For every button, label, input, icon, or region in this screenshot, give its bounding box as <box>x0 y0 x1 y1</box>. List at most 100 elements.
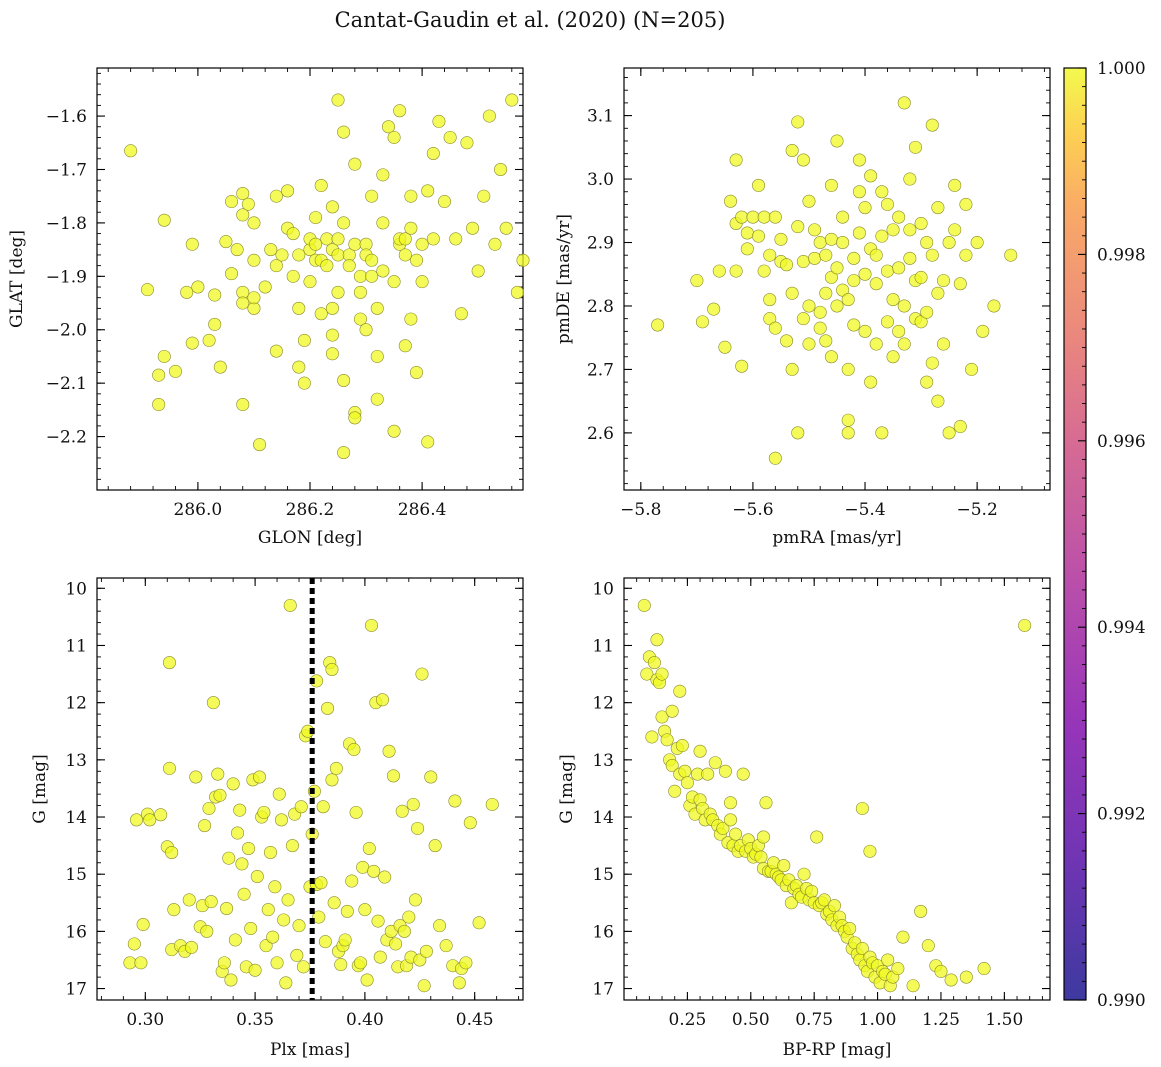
scatter-point <box>184 940 198 954</box>
scatter-point <box>880 264 894 278</box>
scatter-point <box>510 285 524 299</box>
scatter-point <box>244 922 258 936</box>
scatter-point <box>272 787 286 801</box>
scatter-point <box>236 296 250 310</box>
x-tick-label: 286.4 <box>398 500 447 520</box>
scatter-point <box>182 893 196 907</box>
y-tick-label: 3.1 <box>587 107 614 127</box>
y-tick-label: 3.0 <box>587 170 614 190</box>
scatter-point <box>325 662 339 676</box>
y-tick-label: 11 <box>65 636 87 656</box>
scatter-points <box>637 598 1032 993</box>
scatter-point <box>712 264 726 278</box>
scatter-point <box>472 916 486 930</box>
scatter-point <box>354 956 368 970</box>
y-tick-label: 17 <box>65 980 87 1000</box>
scatter-point <box>802 337 816 351</box>
y-tick-label: 16 <box>592 922 614 942</box>
scatter-point <box>824 232 838 246</box>
scatter-point <box>675 739 689 753</box>
scatter-point <box>921 939 935 953</box>
scatter-point <box>791 115 805 129</box>
scatter-point <box>387 275 401 289</box>
scatter-point <box>459 956 473 970</box>
scatter-point <box>162 761 176 775</box>
y-tick-label: 12 <box>65 694 87 714</box>
scatter-point <box>813 236 827 250</box>
scatter-point <box>886 350 900 364</box>
scatter-point <box>398 248 412 262</box>
scatter-point <box>655 710 669 724</box>
colorbar-tick-label: 1.000 <box>1097 59 1146 79</box>
panel-glon-glat: 286.0 286.2 286.4 −1.6 −1.7 −1.8 −1.9 −2.0 −2.1 −… <box>7 67 530 548</box>
scatter-point <box>505 93 519 107</box>
y-tick-label: 2.8 <box>587 297 614 317</box>
scatter-point <box>880 197 894 211</box>
scatter-point <box>325 200 339 214</box>
scatter-point <box>931 286 945 300</box>
scatter-point <box>925 248 939 262</box>
x-tick-label: 0.45 <box>456 1010 494 1030</box>
scatter-point <box>942 426 956 440</box>
scatter-point <box>836 210 850 224</box>
scatter-point <box>488 237 502 251</box>
scatter-point <box>381 120 395 134</box>
scatter-point <box>250 869 264 883</box>
scatter-point <box>285 839 299 853</box>
scatter-point <box>393 104 407 118</box>
scatter-point <box>875 229 889 243</box>
scatter-point <box>897 96 911 110</box>
scatter-point <box>841 362 855 376</box>
scatter-point <box>976 324 990 338</box>
scatter-point <box>880 315 894 329</box>
scatter-point <box>353 269 367 283</box>
scatter-point <box>292 919 306 933</box>
scatter-point <box>292 248 306 262</box>
scatter-point <box>847 318 861 332</box>
x-tick-label: 286.0 <box>174 500 223 520</box>
scatter-point <box>247 291 261 305</box>
scatter-point <box>784 896 798 910</box>
y-tick-label: 14 <box>592 808 614 828</box>
scatter-point <box>791 220 805 234</box>
scatter-point <box>143 813 157 827</box>
scatter-point <box>460 136 474 150</box>
scatter-point <box>424 770 438 784</box>
scatter-point <box>808 251 822 265</box>
scatter-point <box>213 360 227 374</box>
scatter-point <box>756 830 770 844</box>
scatter-point <box>264 243 278 257</box>
scatter-point <box>499 221 513 235</box>
scatter-point <box>925 356 939 370</box>
scatter-point <box>261 903 275 917</box>
scatter-point <box>869 337 883 351</box>
scatter-point <box>920 305 934 319</box>
scatter-point <box>220 902 234 916</box>
scatter-point <box>233 803 247 817</box>
x-axis-label: BP-RP [mag] <box>783 1040 892 1060</box>
scatter-point <box>225 195 239 209</box>
scatter-point <box>342 259 356 273</box>
scatter-point <box>433 919 447 933</box>
scatter-point <box>242 841 256 855</box>
scatter-point <box>757 210 771 224</box>
panel-plx-g: 0.30 0.35 0.40 0.45 10 11 12 13 14 15 16 17 Plx [ma… <box>30 577 524 1060</box>
colorbar: 0.990 0.992 0.994 0.996 0.998 1.000 <box>1063 59 1146 1011</box>
scatter-point <box>292 360 306 374</box>
y-tick-label: 12 <box>592 694 614 714</box>
scatter-point <box>185 336 199 350</box>
scatter-point <box>258 280 272 294</box>
scatter-point <box>134 956 148 970</box>
scatter-point <box>651 318 665 332</box>
scatter-point <box>353 312 367 326</box>
scatter-point <box>370 349 384 363</box>
scatter-point <box>202 801 216 815</box>
scatter-point <box>213 788 227 802</box>
scatter-point <box>426 232 440 246</box>
scatter-point <box>959 970 973 984</box>
scatter-point <box>903 223 917 237</box>
scatter-point <box>386 769 400 783</box>
scatter-point <box>485 797 499 811</box>
scatter-point <box>415 275 429 289</box>
x-tick-label: 1.50 <box>985 1010 1023 1030</box>
